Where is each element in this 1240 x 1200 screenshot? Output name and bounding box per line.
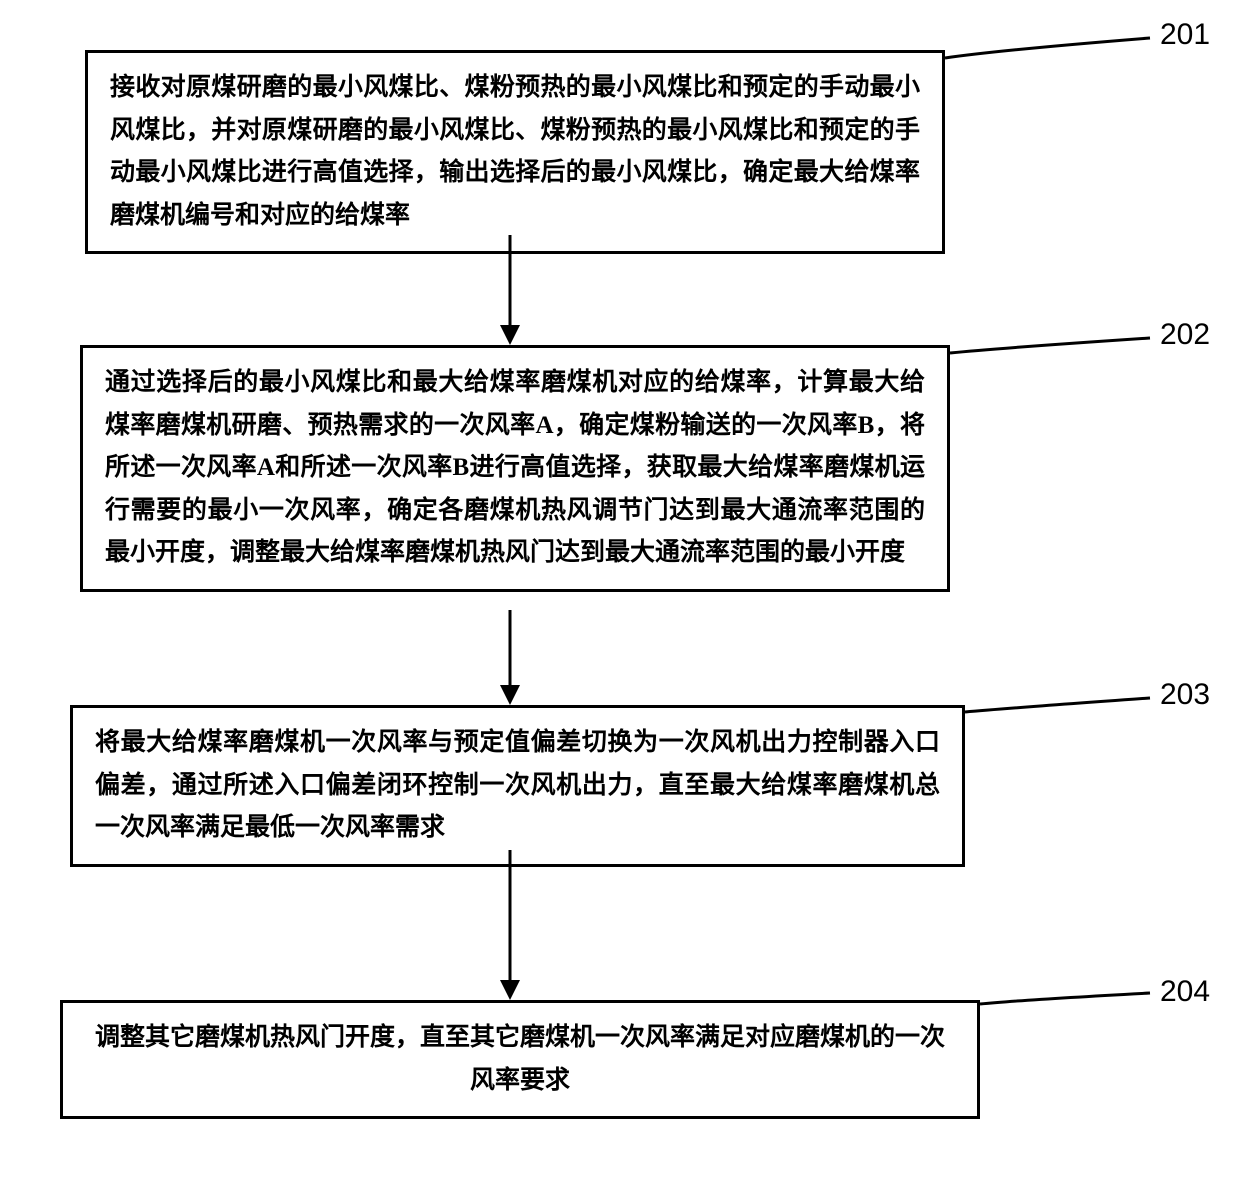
node-text: 将最大给煤率磨煤机一次风率与预定值偏差切换为一次风机出力控制器入口偏差，通过所述… [95, 729, 940, 841]
flowchart-node-201: 接收对原煤研磨的最小风煤比、煤粉预热的最小风煤比和预定的手动最小风煤比，并对原煤… [85, 50, 945, 254]
node-label-201: 201 [1160, 18, 1210, 52]
node-label-203: 203 [1160, 678, 1210, 712]
flowchart-node-202: 通过选择后的最小风煤比和最大给煤率磨煤机对应的给煤率，计算最大给煤率磨煤机研磨、… [80, 345, 950, 592]
node-label-204: 204 [1160, 975, 1210, 1009]
node-text: 调整其它磨煤机热风门开度，直至其它磨煤机一次风率满足对应磨煤机的一次风率要求 [95, 1024, 945, 1094]
node-text: 接收对原煤研磨的最小风煤比、煤粉预热的最小风煤比和预定的手动最小风煤比，并对原煤… [110, 74, 920, 229]
flowchart-container: 接收对原煤研磨的最小风煤比、煤粉预热的最小风煤比和预定的手动最小风煤比，并对原煤… [0, 0, 1240, 1200]
node-text: 通过选择后的最小风煤比和最大给煤率磨煤机对应的给煤率，计算最大给煤率磨煤机研磨、… [105, 369, 925, 566]
node-label-202: 202 [1160, 318, 1210, 352]
flowchart-node-204: 调整其它磨煤机热风门开度，直至其它磨煤机一次风率满足对应磨煤机的一次风率要求 [60, 1000, 980, 1119]
flowchart-node-203: 将最大给煤率磨煤机一次风率与预定值偏差切换为一次风机出力控制器入口偏差，通过所述… [70, 705, 965, 867]
